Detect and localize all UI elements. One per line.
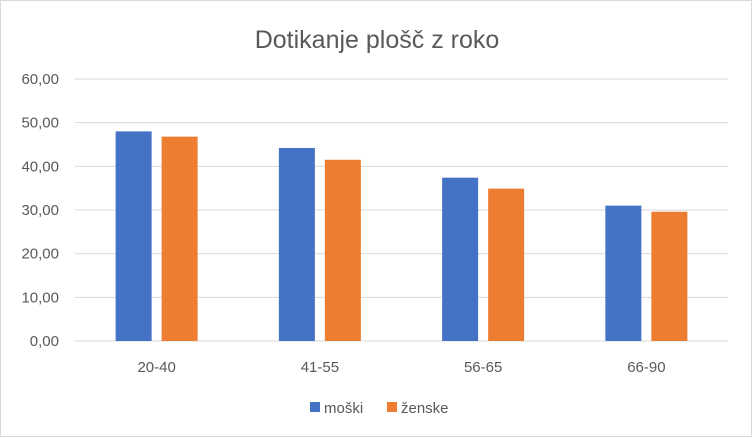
legend-label-moski: moški	[324, 400, 363, 417]
x-tick-label: 66-90	[627, 359, 665, 376]
y-tick-label: 0,00	[30, 333, 59, 350]
y-tick-label: 60,00	[21, 71, 59, 88]
bar-zenske-41-55	[324, 159, 361, 341]
x-tick-label: 41-55	[301, 359, 339, 376]
legend-swatch-zenske	[387, 402, 397, 412]
x-tick-label: 56-65	[464, 359, 502, 376]
bar-zenske-66-90	[651, 211, 688, 341]
bars	[115, 131, 688, 341]
y-axis-tick-labels: 0,00 10,00 20,00 30,00 40,00 50,00 60,00	[21, 71, 59, 350]
chart-title: Dotikanje plošč z roko	[255, 26, 500, 54]
bar-moski-20-40	[115, 131, 152, 341]
legend: moški ženske	[310, 400, 449, 417]
x-tick-label: 20-40	[137, 359, 175, 376]
y-tick-label: 40,00	[21, 158, 59, 175]
y-tick-label: 50,00	[21, 115, 59, 132]
bar-zenske-56-65	[488, 188, 525, 341]
y-tick-label: 10,00	[21, 289, 59, 306]
legend-label-zenske: ženske	[401, 400, 449, 417]
y-tick-label: 20,00	[21, 246, 59, 263]
y-tick-label: 30,00	[21, 202, 59, 219]
legend-swatch-moski	[310, 402, 320, 412]
bar-zenske-20-40	[161, 136, 198, 341]
x-axis-tick-labels: 20-40 41-55 56-65 66-90	[137, 359, 665, 376]
bar-moski-66-90	[605, 205, 642, 341]
bar-moski-56-65	[442, 177, 479, 341]
bar-moski-41-55	[278, 147, 315, 341]
